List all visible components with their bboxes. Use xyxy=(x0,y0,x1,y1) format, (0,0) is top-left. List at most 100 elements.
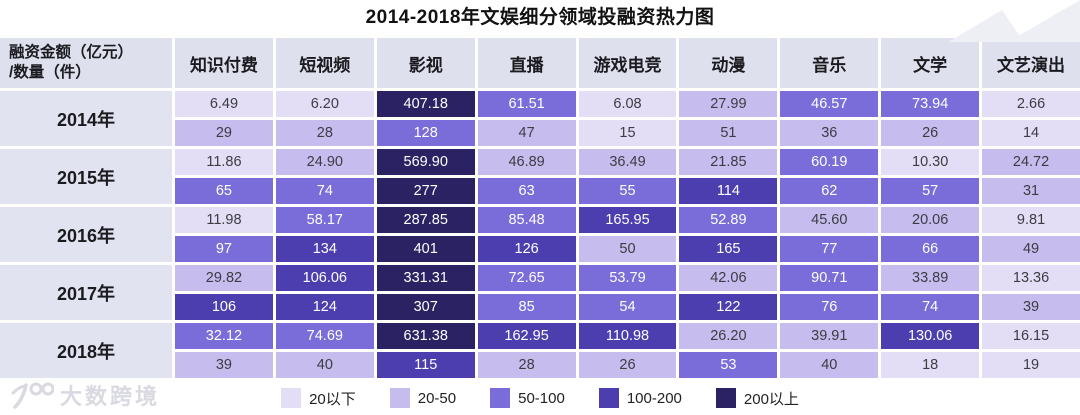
count-cell: 31 xyxy=(982,178,1080,204)
count-cell: 28 xyxy=(477,352,576,378)
amount-cell: 33.89 xyxy=(881,265,980,291)
year-label: 2018年 xyxy=(0,323,172,378)
count-cell: 53 xyxy=(679,352,778,378)
amount-cell: 26.20 xyxy=(679,323,778,349)
legend-swatch-icon xyxy=(490,388,511,408)
column-header: 动漫 xyxy=(679,38,778,88)
count-cell: 401 xyxy=(376,236,475,262)
legend-item: 20-50 xyxy=(389,388,456,408)
count-cell: 115 xyxy=(376,352,475,378)
amount-cell: 32.12 xyxy=(175,323,273,349)
column-header: 音乐 xyxy=(780,38,879,88)
amount-cell: 11.98 xyxy=(175,207,273,233)
amount-cell: 407.18 xyxy=(376,91,475,117)
legend-swatch-icon xyxy=(715,388,736,408)
amount-cell: 24.90 xyxy=(275,149,374,175)
year-label: 2015年 xyxy=(0,149,172,204)
amount-cell: 58.17 xyxy=(275,207,374,233)
amount-cell: 27.99 xyxy=(679,91,778,117)
amount-cell: 631.38 xyxy=(376,323,475,349)
amount-cell: 106.06 xyxy=(275,265,374,291)
amount-cell: 45.60 xyxy=(780,207,879,233)
count-cell: 28 xyxy=(275,120,374,146)
column-header: 影视 xyxy=(376,38,475,88)
count-cell: 134 xyxy=(275,236,374,262)
legend-label: 200以上 xyxy=(743,390,799,408)
count-cell: 65 xyxy=(175,178,273,204)
count-cell: 51 xyxy=(679,120,778,146)
year-block: 2018年 32.12 74.69 631.38 162.95 110.98 26.20 39… xyxy=(0,323,1080,378)
legend-label: 100-200 xyxy=(626,389,682,407)
watermark: 大数跨境 xyxy=(8,379,160,411)
amount-cell: 2.66 xyxy=(982,91,1080,117)
amount-cell: 6.20 xyxy=(275,91,374,117)
amount-cell: 6.08 xyxy=(578,91,677,117)
amount-cell: 13.36 xyxy=(982,265,1080,291)
amount-cell: 569.90 xyxy=(376,149,475,175)
legend-item: 50-100 xyxy=(490,388,565,408)
amount-cell: 29.82 xyxy=(175,265,273,291)
amount-cell: 16.15 xyxy=(982,323,1080,349)
amount-cell: 52.89 xyxy=(679,207,778,233)
column-header: 直播 xyxy=(477,38,576,88)
count-cell: 277 xyxy=(376,178,475,204)
amount-cell: 21.85 xyxy=(679,149,778,175)
header-row: 融资金额（亿元） /数量（件） 知识付费 短视频 影视 直播 游戏电竞 动漫 音乐 文学 文艺演… xyxy=(0,38,1080,88)
count-cell: 40 xyxy=(275,352,374,378)
legend-item: 200以上 xyxy=(715,388,799,409)
count-cell: 307 xyxy=(376,294,475,320)
year-block: 2017年 29.82 106.06 331.31 72.65 53.79 42.06 90.… xyxy=(0,265,1080,320)
count-cell: 63 xyxy=(477,178,576,204)
count-cell: 47 xyxy=(477,120,576,146)
corner-header-line1: 融资金额（亿元） xyxy=(9,43,134,61)
count-cell: 26 xyxy=(578,352,677,378)
year-label: 2016年 xyxy=(0,207,172,262)
count-cell: 57 xyxy=(881,178,980,204)
count-cell: 40 xyxy=(780,352,879,378)
column-header: 文艺演出 xyxy=(982,38,1080,88)
amount-cell: 110.98 xyxy=(578,323,677,349)
count-cell: 55 xyxy=(578,178,677,204)
page-title: 2014-2018年文娱细分领域投融资热力图 xyxy=(365,7,715,28)
amount-cell: 39.91 xyxy=(780,323,879,349)
amount-cell: 74.69 xyxy=(275,323,374,349)
count-cell: 62 xyxy=(780,178,879,204)
amount-cell: 9.81 xyxy=(982,207,1080,233)
count-cell: 97 xyxy=(175,236,273,262)
count-cell: 85 xyxy=(477,294,576,320)
corner-header-line2: /数量（件） xyxy=(9,64,91,81)
year-block: 2015年 11.86 24.90 569.90 46.89 36.49 21.85 60.1… xyxy=(0,149,1080,204)
watermark-text: 大数跨境 xyxy=(60,384,161,409)
amount-cell: 10.30 xyxy=(881,149,980,175)
count-cell: 124 xyxy=(275,294,374,320)
amount-cell: 24.72 xyxy=(982,149,1080,175)
amount-cell: 11.86 xyxy=(175,149,273,175)
count-cell: 128 xyxy=(376,120,475,146)
legend-swatch-icon xyxy=(389,388,410,408)
count-cell: 74 xyxy=(881,294,980,320)
amount-cell: 85.48 xyxy=(477,207,576,233)
count-cell: 66 xyxy=(881,236,980,262)
year-block: 2016年 11.98 58.17 287.85 85.48 165.95 52.89 45.… xyxy=(0,207,1080,262)
legend-label: 20以下 xyxy=(309,390,356,408)
column-header: 知识付费 xyxy=(175,38,273,88)
amount-cell: 61.51 xyxy=(477,91,576,117)
count-cell: 122 xyxy=(679,294,778,320)
count-cell: 49 xyxy=(982,236,1080,262)
amount-cell: 60.19 xyxy=(780,149,879,175)
heatmap-table: 2014年 6.49 6.20 407.18 61.51 6.08 27.99 46.57 73… xyxy=(0,91,1080,378)
count-cell: 114 xyxy=(679,178,778,204)
amount-cell: 165.95 xyxy=(578,207,677,233)
amount-cell: 6.49 xyxy=(175,91,273,117)
amount-cell: 53.79 xyxy=(578,265,677,291)
amount-cell: 73.94 xyxy=(881,91,980,117)
legend-item: 100-200 xyxy=(598,388,682,408)
amount-cell: 130.06 xyxy=(881,323,980,349)
legend-label: 50-100 xyxy=(518,389,565,407)
count-cell: 15 xyxy=(578,120,677,146)
count-cell: 50 xyxy=(578,236,677,262)
count-cell: 14 xyxy=(982,120,1080,146)
count-cell: 39 xyxy=(982,294,1080,320)
watermark-logo-icon xyxy=(11,382,54,409)
count-cell: 18 xyxy=(881,352,980,378)
